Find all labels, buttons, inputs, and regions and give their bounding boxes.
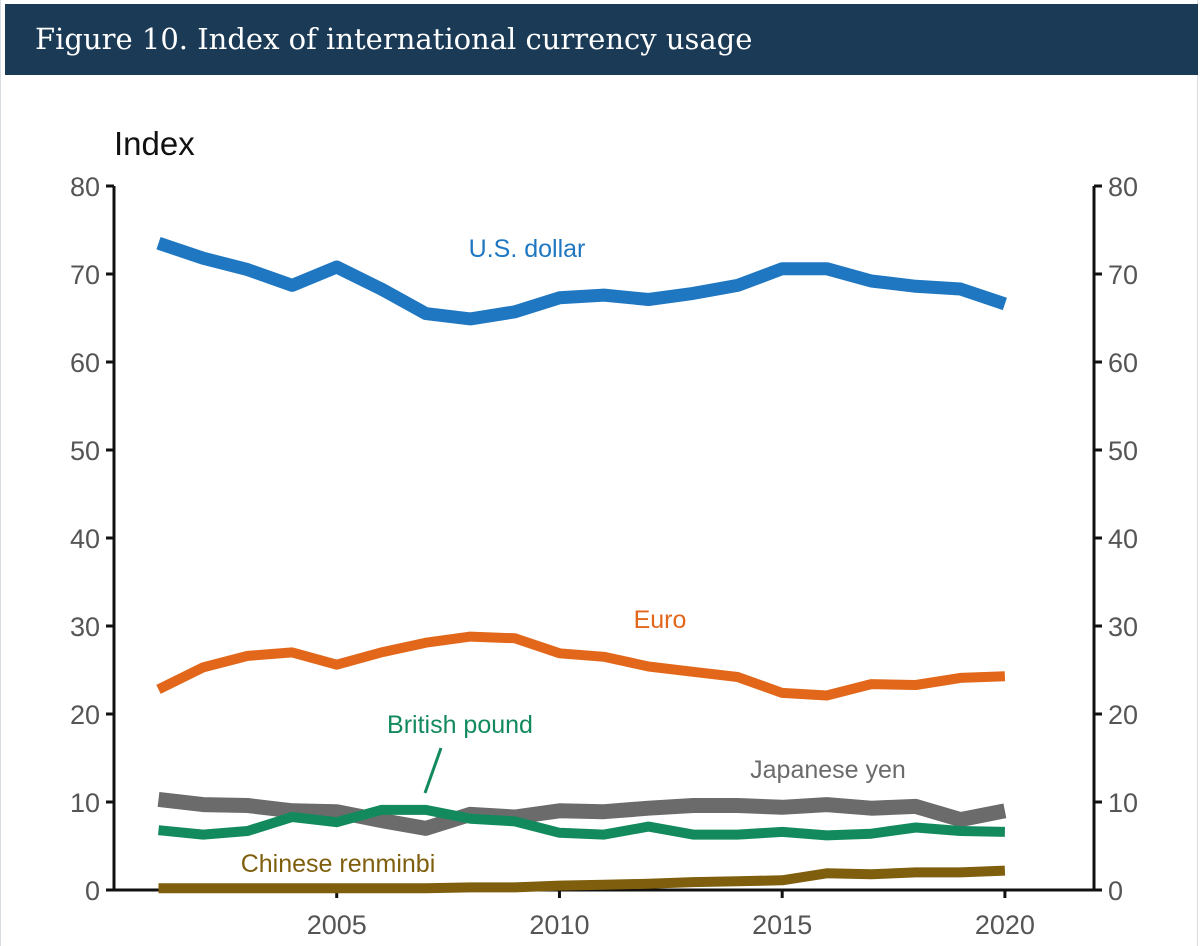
y-axis-title: Index [114,125,195,162]
y-tick-label-left: 50 [70,436,100,466]
british-pound-leader-line [423,747,443,794]
y-tick-label-right: 60 [1108,348,1138,378]
y-tick-label-right: 20 [1108,700,1138,730]
y-tick-label-right: 30 [1108,612,1138,642]
y-tick-label-right: 70 [1108,260,1138,290]
y-tick-label-left: 10 [70,788,100,818]
y-tick-label-right: 80 [1108,172,1138,202]
x-tick-label: 2020 [975,910,1035,940]
series-label-japanese-yen: Japanese yen [750,756,906,784]
series-label-chinese-renminbi: Chinese renminbi [241,850,436,878]
series-line-chinese-renminbi [158,865,1006,894]
figure-title: Figure 10. Index of international curren… [5,4,1198,75]
y-tick-label-left: 80 [70,172,100,202]
x-tick-label: 2015 [752,910,812,940]
y-tick-label-right: 10 [1108,788,1138,818]
y-tick-label-left: 40 [70,524,100,554]
series-line-british-pound [158,804,1006,841]
y-tick-label-right: 50 [1108,436,1138,466]
x-tick-label: 2010 [529,910,589,940]
series-labels: U.S. dollar Euro Japanese yen British pound… [241,235,906,878]
series-line-u-s-dollar [156,237,1007,326]
series-label-euro: Euro [634,606,687,634]
y-tick-label-left: 30 [70,612,100,642]
y-tick-label-left: 20 [70,700,100,730]
x-tick-label: 2005 [307,910,367,940]
series-line-japanese-yen [157,791,1007,836]
y-tick-label-right: 0 [1108,876,1123,906]
series-label-u-s-dollar: U.S. dollar [469,235,586,263]
y-tick-label-right: 40 [1108,524,1138,554]
y-tick-label-left: 70 [70,260,100,290]
y-tick-label-left: 0 [85,876,100,906]
series-layer [156,237,1007,894]
series-line-euro [156,631,1006,701]
series-label-british-pound: British pound [387,711,533,739]
y-tick-label-left: 60 [70,348,100,378]
